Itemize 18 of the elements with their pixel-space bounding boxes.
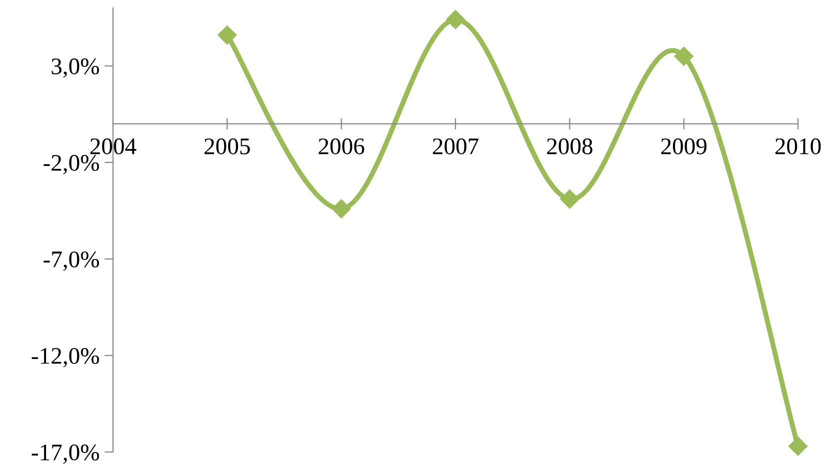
point: [218, 25, 237, 45]
x-tick-label: 2004: [90, 138, 136, 154]
point: [332, 199, 351, 218]
y-tick-label: -12,0%: [32, 348, 99, 368]
y-tick-label: -17,0%: [32, 444, 99, 464]
x-tick-label: 2005: [204, 138, 250, 154]
x-tick-label: 2007: [432, 138, 478, 154]
x-tick-label: 2010: [775, 138, 821, 154]
x-tick-label: 2009: [661, 138, 706, 154]
y-tick-label: -7,0%: [44, 251, 99, 271]
x-tick-label: 2008: [547, 138, 592, 154]
y-tick-label: 3,0%: [52, 58, 99, 78]
x-tick-label: 2006: [318, 138, 364, 154]
point: [446, 10, 466, 30]
point: [788, 436, 808, 456]
point: [560, 190, 580, 209]
point: [674, 46, 694, 66]
y-tick-label: -2,0%: [44, 154, 99, 174]
